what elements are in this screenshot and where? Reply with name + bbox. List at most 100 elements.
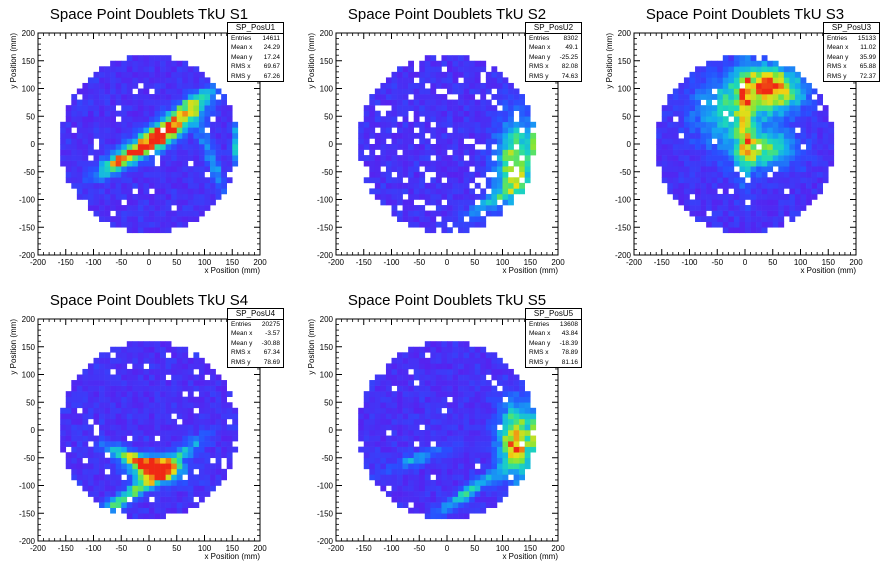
heatmap-cell <box>502 374 509 381</box>
heatmap-cell <box>750 221 757 228</box>
heatmap-cell <box>424 446 431 453</box>
heatmap-cell <box>132 502 139 508</box>
heatmap-cell <box>65 155 72 161</box>
heatmap-cell <box>695 149 701 156</box>
heatmap-cell <box>435 402 442 409</box>
heatmap-cell <box>391 357 398 364</box>
heatmap-cell <box>397 463 403 470</box>
heatmap-cell <box>430 468 437 475</box>
stats-name: SP_PosU1 <box>228 23 283 34</box>
heatmap-cell <box>380 149 387 156</box>
heatmap-cell <box>215 463 222 470</box>
heatmap-cell <box>126 227 133 234</box>
heatmap-cell <box>435 121 442 128</box>
heatmap-cell <box>149 166 155 173</box>
heatmap-cell <box>154 99 161 106</box>
heatmap-cell <box>700 144 707 150</box>
heatmap-cell <box>408 452 414 459</box>
heatmap-cell <box>104 71 111 78</box>
heatmap-cell <box>143 391 150 397</box>
heatmap-cell <box>778 205 785 211</box>
heatmap-cell <box>160 430 166 436</box>
heatmap-cell <box>65 407 72 414</box>
heatmap-cell <box>87 463 94 470</box>
heatmap-cell <box>160 368 166 375</box>
heatmap-cell <box>424 407 431 414</box>
heatmap-cell <box>93 182 100 189</box>
heatmap-cell <box>728 127 735 134</box>
heatmap-cell <box>171 110 178 117</box>
heatmap-cell <box>474 166 481 173</box>
heatmap-cell <box>800 77 807 84</box>
heatmap-cell <box>76 182 83 189</box>
heatmap-cell <box>811 116 818 123</box>
heatmap-cell <box>800 110 807 117</box>
heatmap-cell <box>137 171 144 178</box>
heatmap-cell <box>678 199 685 206</box>
heatmap-cell <box>187 171 194 178</box>
heatmap-cell <box>165 479 172 486</box>
heatmap-cell <box>419 121 426 128</box>
heatmap-cell <box>722 60 729 67</box>
heatmap-cell <box>822 132 829 139</box>
heatmap-cell <box>424 144 431 150</box>
heatmap-cell <box>750 127 757 134</box>
heatmap-cell <box>126 132 133 139</box>
heatmap-cell <box>374 177 381 184</box>
heatmap-cell <box>82 424 89 431</box>
heatmap-cell <box>435 418 442 425</box>
heatmap-cell <box>424 88 431 95</box>
heatmap-cell <box>491 110 498 117</box>
heatmap-cell <box>695 188 701 195</box>
heatmap-cell <box>413 71 420 78</box>
heatmap-cell <box>198 71 205 78</box>
heatmap-cell <box>204 457 211 464</box>
heatmap-cell <box>99 402 105 409</box>
heatmap-cell <box>474 380 481 386</box>
heatmap-cell <box>187 457 194 464</box>
heatmap-cell <box>739 138 746 145</box>
heatmap-cell <box>187 385 194 392</box>
heatmap-cell <box>441 160 448 167</box>
heatmap-cell <box>104 160 111 167</box>
heatmap-cell <box>402 82 409 89</box>
heatmap-cell <box>750 216 757 222</box>
heatmap-cell <box>750 205 757 211</box>
heatmap-cell <box>160 99 166 106</box>
heatmap-cell <box>519 116 525 123</box>
heatmap-cell <box>121 138 128 145</box>
heatmap-cell <box>806 160 812 167</box>
heatmap-cell <box>469 77 476 84</box>
heatmap-cell <box>215 105 222 111</box>
heatmap-cell <box>160 110 166 117</box>
heatmap-cell <box>672 166 679 173</box>
heatmap-cell <box>165 99 172 106</box>
heatmap-cell <box>800 121 807 128</box>
heatmap-cell <box>519 144 525 150</box>
stats-label: Mean x <box>231 44 253 52</box>
heatmap-cell <box>71 94 78 100</box>
heatmap-cell <box>452 457 459 464</box>
heatmap-cell <box>374 407 381 414</box>
heatmap-cell <box>524 116 531 123</box>
heatmap-cell <box>76 144 83 150</box>
heatmap-cell <box>441 210 448 217</box>
heatmap-cell <box>458 160 464 167</box>
heatmap-cell <box>154 205 161 211</box>
heatmap-cell <box>82 138 89 145</box>
heatmap-cell <box>794 99 801 106</box>
heatmap-cell <box>480 446 487 453</box>
heatmap-cell <box>187 424 194 431</box>
heatmap-cell <box>672 94 679 100</box>
x-axis-label: x Position (mm) <box>800 266 856 275</box>
heatmap-cell <box>87 474 94 481</box>
heatmap-cell <box>187 430 194 436</box>
heatmap-cell <box>508 110 514 117</box>
heatmap-cell <box>204 116 211 123</box>
heatmap-cell <box>756 155 762 161</box>
heatmap-cell <box>221 430 227 436</box>
heatmap-cell <box>198 374 205 381</box>
heatmap-cell <box>491 385 498 392</box>
heatmap-cell <box>182 66 189 73</box>
heatmap-cell <box>193 216 200 222</box>
